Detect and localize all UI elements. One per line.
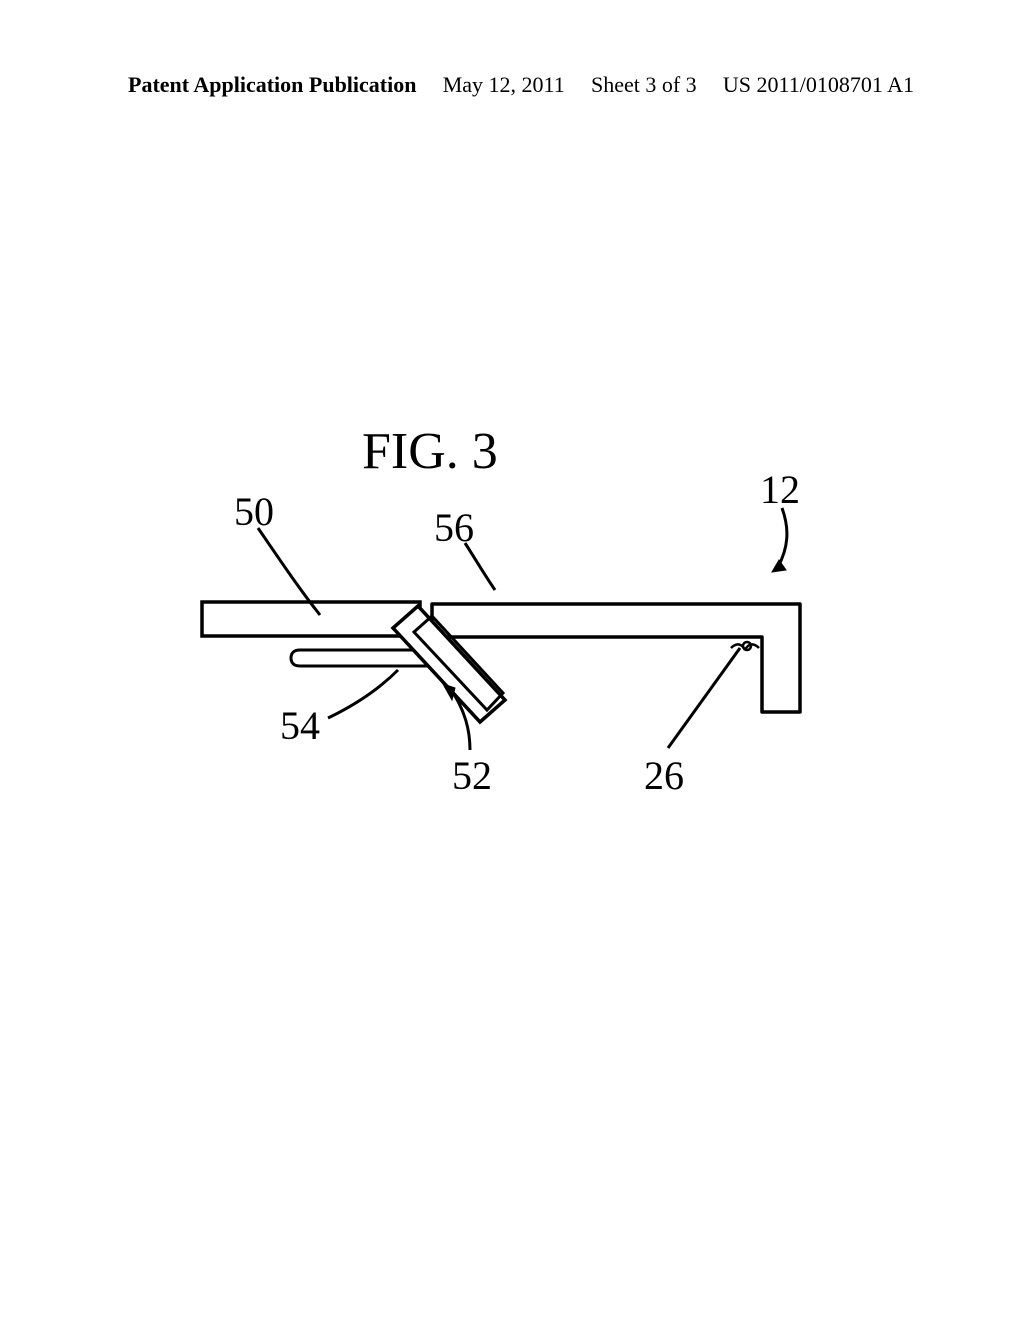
- lead-26: [668, 648, 740, 748]
- lead-12-arrowhead: [772, 560, 786, 572]
- figure-area: FIG. 3 50 56 12 54 52 26: [0, 0, 1024, 1320]
- drawing-group: [202, 508, 800, 750]
- lead-54: [328, 670, 398, 718]
- lead-56: [465, 543, 495, 590]
- lead-12: [778, 508, 787, 567]
- part-54-bar: [291, 650, 430, 666]
- figure-svg: [0, 0, 1024, 1320]
- part-50-rect: [202, 602, 420, 636]
- part-56-outer: [393, 606, 505, 722]
